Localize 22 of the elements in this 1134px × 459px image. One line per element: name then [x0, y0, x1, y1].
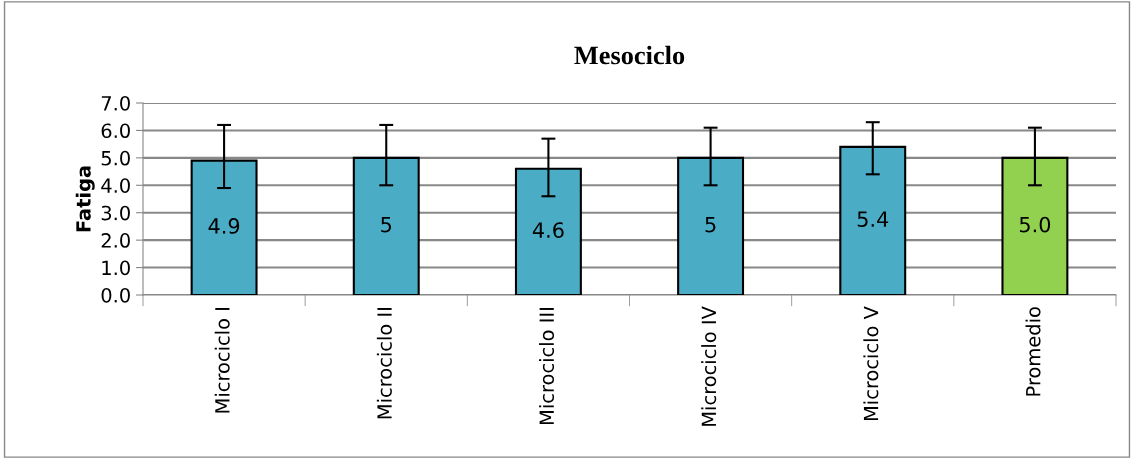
- data-label: 4.6: [532, 222, 564, 238]
- x-tick-label: Microciclo I: [214, 308, 230, 413]
- x-tick-label: Microciclo III: [539, 308, 555, 424]
- y-tick-label: 7.0: [101, 95, 130, 111]
- data-label: 5: [381, 216, 392, 233]
- x-tick-label: Microciclo IV: [701, 306, 717, 426]
- data-label: 5: [705, 216, 716, 233]
- y-axis-title: Fatiga: [75, 166, 95, 232]
- data-label: 5.4: [857, 211, 889, 227]
- y-tick-label: 1.0: [102, 260, 130, 276]
- y-tick-label: 2.0: [101, 233, 130, 248]
- y-tick-label: 6.0: [101, 123, 130, 139]
- y-tick-label: 4.0: [101, 178, 130, 193]
- x-tick-label: Microciclo II: [376, 308, 392, 419]
- y-tick-label: 5.0: [101, 150, 130, 166]
- y-tick-label: 3.0: [101, 205, 130, 221]
- data-label: 5.0: [1019, 216, 1051, 233]
- x-tick-label: Microciclo V: [863, 306, 879, 421]
- chart-title: Mesociclo: [574, 45, 685, 65]
- data-label: 4.9: [208, 218, 240, 234]
- y-tick-label: 0.0: [101, 287, 130, 303]
- x-tick-label: Promedio: [1025, 307, 1041, 396]
